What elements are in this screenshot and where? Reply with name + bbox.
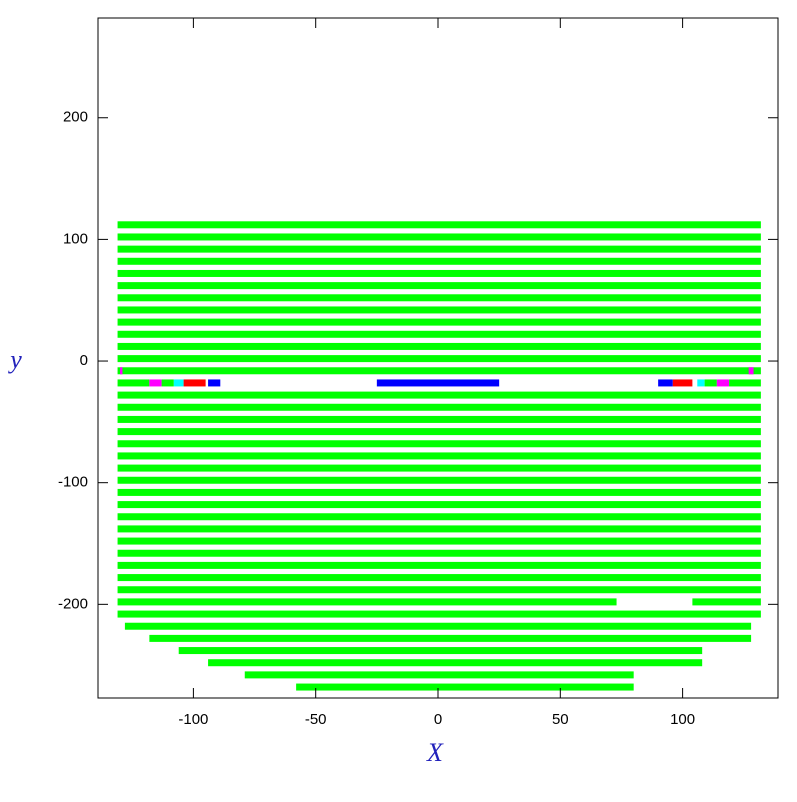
- segment: [658, 379, 673, 387]
- segment: [117, 464, 761, 472]
- segment: [120, 367, 123, 375]
- segment: [296, 683, 634, 691]
- segment: [376, 379, 500, 387]
- segment: [117, 452, 761, 460]
- x-tick-label: -50: [305, 711, 327, 728]
- segment: [149, 634, 752, 642]
- segment: [117, 537, 761, 545]
- segment: [117, 440, 761, 448]
- segment: [117, 598, 617, 606]
- segment: [124, 622, 752, 630]
- y-axis-title: y: [7, 345, 22, 374]
- y-tick-label: -200: [58, 595, 88, 612]
- segment: [117, 318, 761, 326]
- segment: [178, 647, 703, 655]
- segment: [117, 476, 761, 484]
- segment: [748, 367, 754, 375]
- segment: [117, 342, 761, 350]
- y-tick-label: -100: [58, 474, 88, 491]
- y-tick-label: 100: [63, 230, 88, 247]
- segment: [117, 355, 761, 363]
- segment: [117, 488, 761, 496]
- segment: [117, 282, 761, 290]
- segment: [117, 257, 761, 265]
- segment: [161, 379, 174, 387]
- segment: [117, 574, 761, 582]
- segment: [149, 379, 162, 387]
- segment: [117, 525, 761, 533]
- segment: [117, 549, 761, 557]
- segment: [117, 561, 761, 569]
- segment: [117, 221, 761, 229]
- segment: [697, 379, 705, 387]
- segment: [208, 659, 703, 667]
- segment: [117, 501, 761, 509]
- segment: [117, 513, 761, 521]
- segment: [117, 379, 150, 387]
- segment: [244, 671, 634, 679]
- segment: [729, 379, 761, 387]
- segment: [208, 379, 221, 387]
- segment: [117, 610, 761, 618]
- segment: [117, 269, 761, 277]
- segment: [716, 379, 730, 387]
- x-tick-label: 100: [670, 711, 695, 728]
- segment: [173, 379, 184, 387]
- segment: [692, 598, 761, 606]
- segment: [117, 367, 761, 375]
- y-tick-label: 0: [80, 352, 88, 369]
- segment: [117, 306, 761, 314]
- x-tick-label: 50: [552, 711, 569, 728]
- x-axis-title: X: [426, 738, 444, 767]
- segment: [117, 403, 761, 411]
- segment: [117, 391, 761, 399]
- segment: [704, 379, 717, 387]
- segment: [117, 586, 761, 594]
- segment: [117, 330, 761, 338]
- segment: [117, 233, 761, 241]
- segment: [117, 294, 761, 302]
- x-tick-label: -100: [178, 711, 208, 728]
- segment: [117, 415, 761, 423]
- y-tick-label: 200: [63, 109, 88, 126]
- x-tick-label: 0: [434, 711, 442, 728]
- segment: [117, 428, 761, 436]
- segment: [672, 379, 693, 387]
- segment: [183, 379, 206, 387]
- segment: [117, 245, 761, 253]
